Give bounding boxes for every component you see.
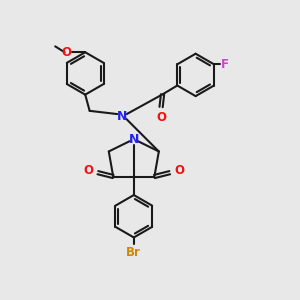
Text: O: O bbox=[156, 110, 166, 124]
Text: N: N bbox=[117, 110, 127, 123]
Text: N: N bbox=[129, 133, 139, 146]
Text: O: O bbox=[83, 164, 94, 177]
Text: O: O bbox=[61, 46, 71, 59]
Text: F: F bbox=[221, 58, 230, 71]
Text: O: O bbox=[174, 164, 184, 177]
Text: Br: Br bbox=[126, 246, 141, 259]
